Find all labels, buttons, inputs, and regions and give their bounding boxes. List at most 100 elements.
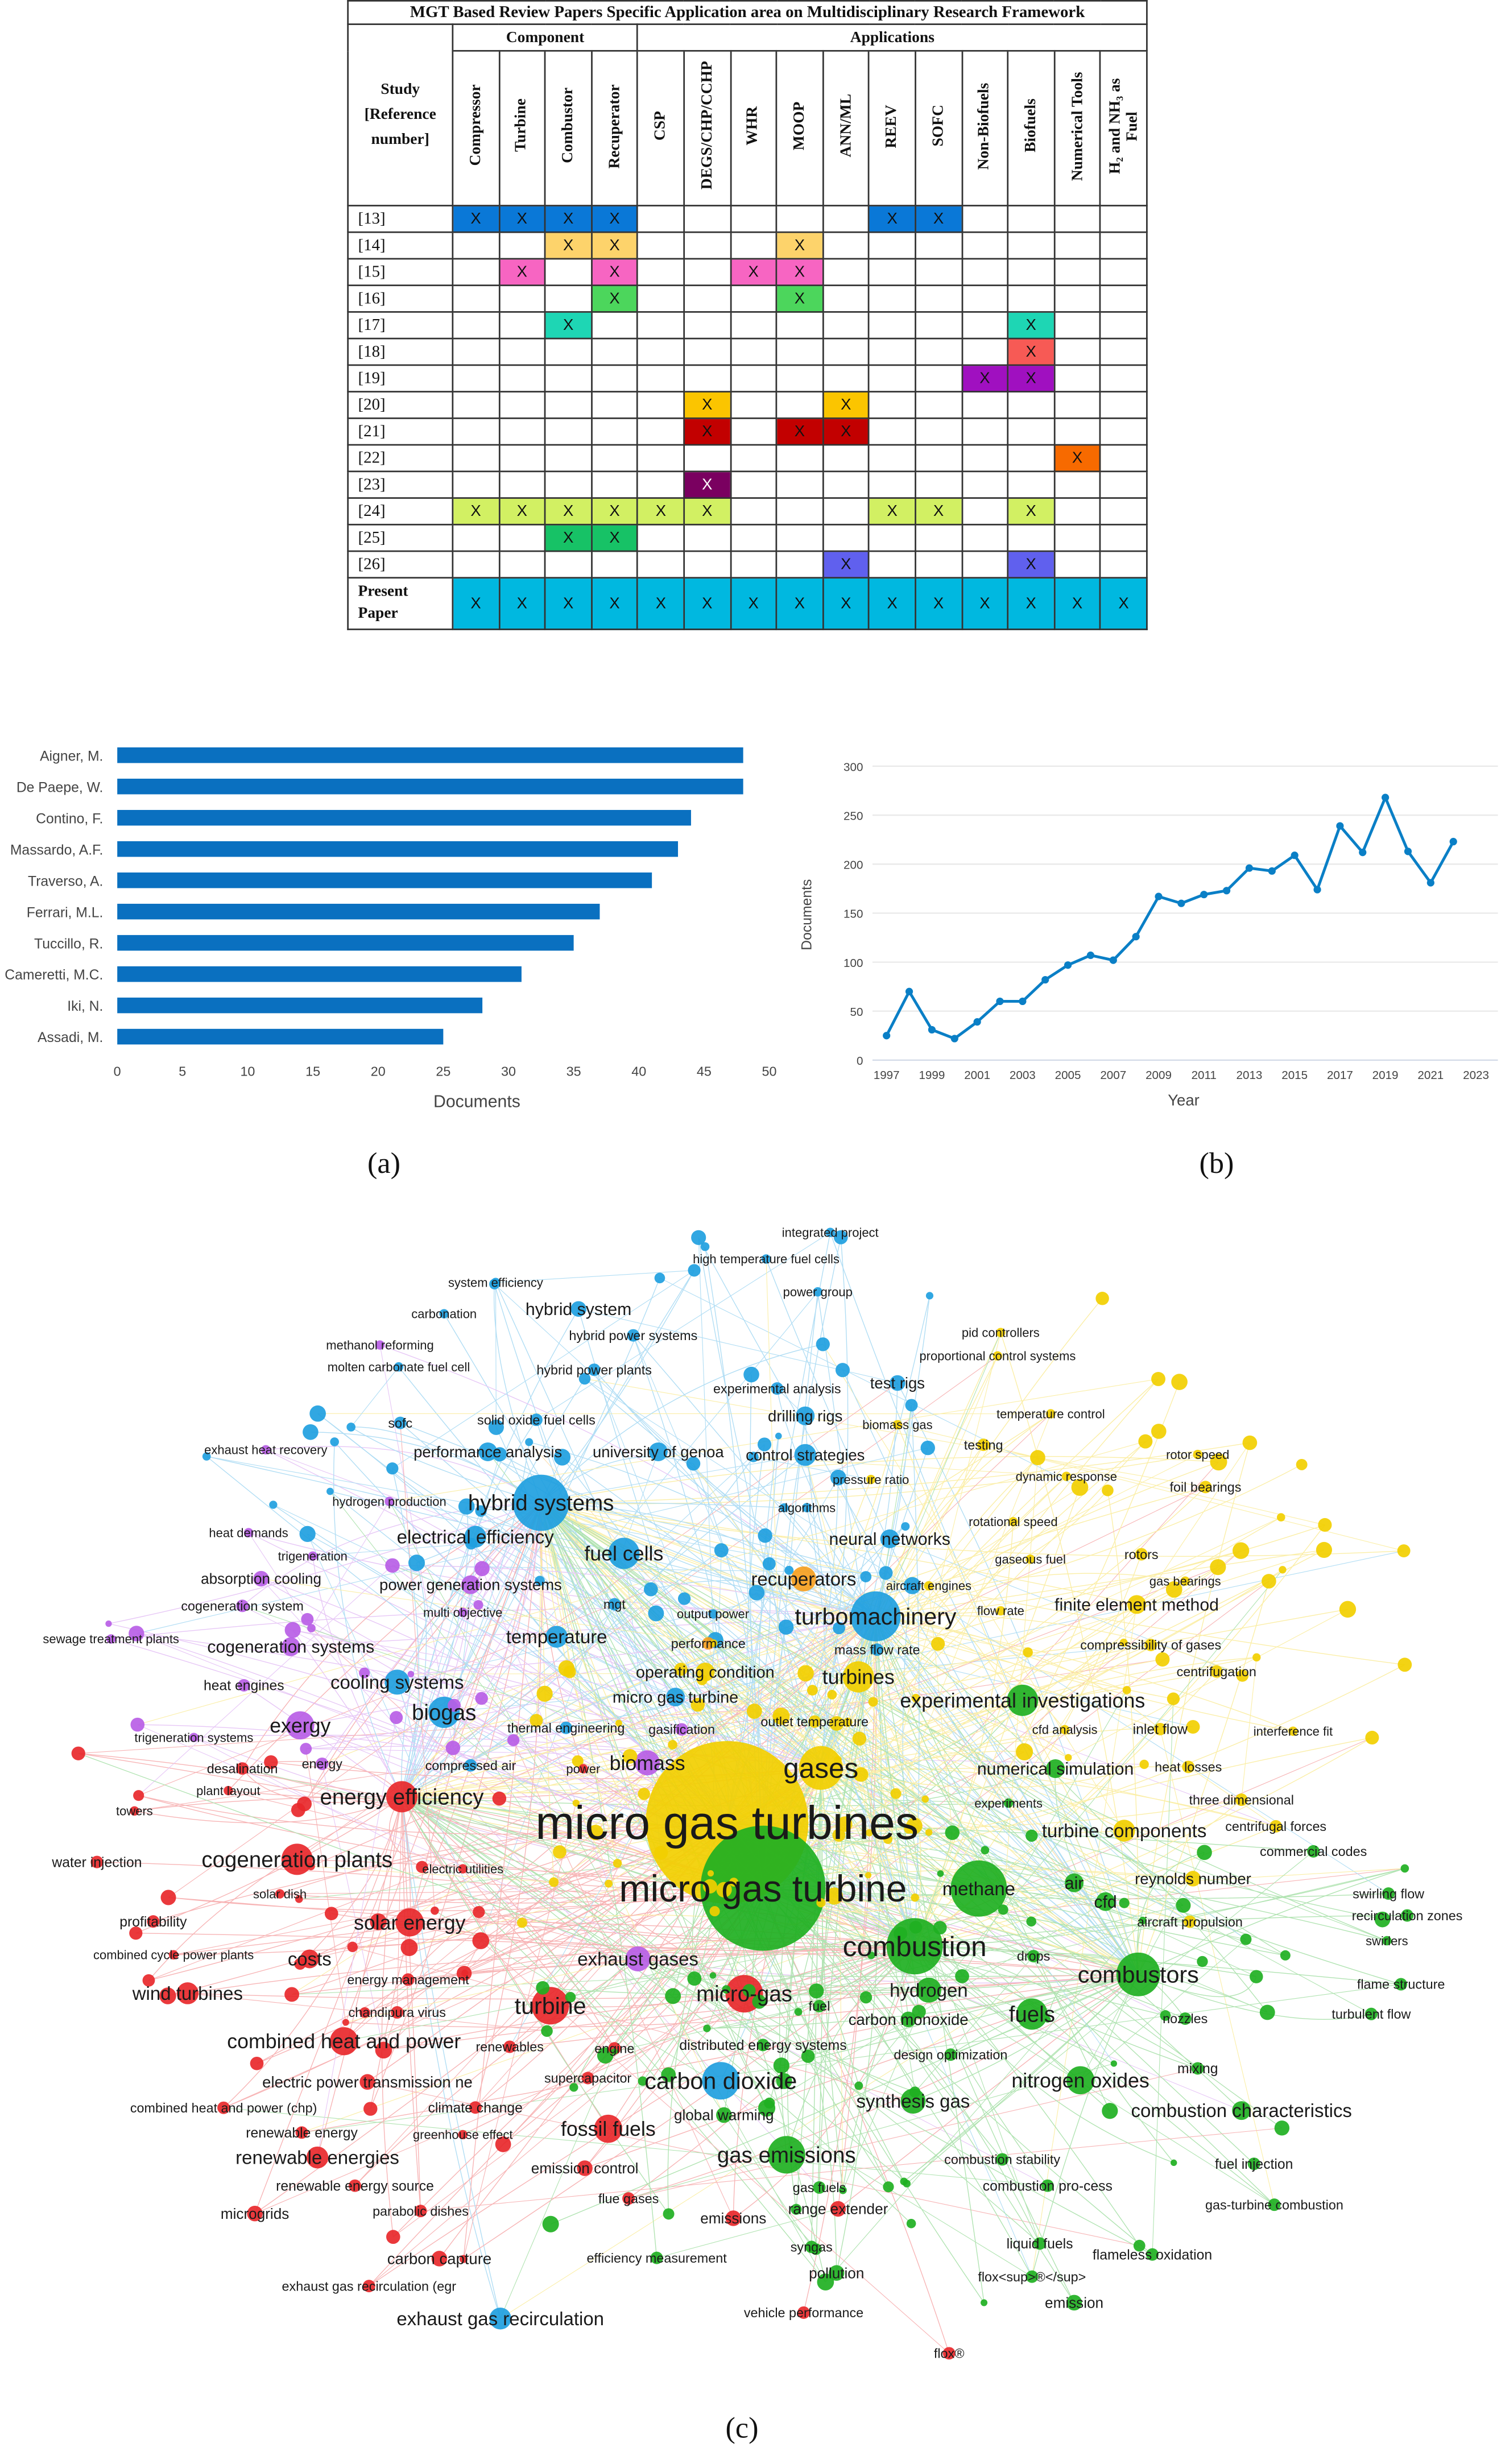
empty-cell — [453, 232, 499, 259]
empty-cell — [1101, 498, 1147, 525]
marked-cell: X — [915, 498, 961, 525]
data-point — [1200, 891, 1208, 898]
keyword-label: commercial codes — [1260, 1844, 1367, 1859]
keyword-label: mgt — [603, 1597, 626, 1612]
network-node — [836, 1363, 850, 1377]
y-tick-label: 300 — [843, 760, 863, 774]
network-node — [911, 1894, 919, 1902]
empty-cell — [592, 472, 638, 498]
keyword-label: exhaust gases — [577, 1948, 698, 1969]
keyword-label: mass flow rate — [834, 1642, 920, 1657]
network-node — [703, 2025, 710, 2032]
empty-cell — [915, 472, 961, 498]
empty-cell — [1054, 232, 1100, 259]
empty-cell — [638, 365, 684, 392]
empty-cell — [730, 445, 776, 472]
network-node — [563, 1665, 576, 1678]
keyword-label: carbon monoxide — [849, 2011, 969, 2028]
marked-cell: X — [638, 578, 684, 630]
bar — [117, 779, 743, 794]
empty-cell — [499, 338, 545, 365]
network-node — [303, 1424, 319, 1440]
empty-cell — [869, 472, 915, 498]
empty-cell — [915, 312, 961, 338]
empty-cell — [1008, 472, 1054, 498]
keyword-label: gas fuels — [793, 2180, 846, 2195]
network-node — [1139, 1760, 1148, 1769]
marked-cell: X — [915, 578, 961, 630]
keyword-label: cfd analysis — [1032, 1723, 1098, 1737]
x-tick-label: 2019 — [1372, 1069, 1399, 1082]
data-point — [1404, 847, 1412, 855]
keyword-label: drops — [1017, 1949, 1050, 1963]
network-node — [473, 1906, 485, 1918]
empty-cell — [1054, 551, 1100, 578]
x-tick-label: 50 — [762, 1064, 777, 1078]
network-node — [346, 1423, 355, 1432]
marked-cell: X — [592, 498, 638, 525]
empty-cell — [1008, 524, 1054, 551]
x-tick-label: 0 — [114, 1064, 121, 1078]
network-node — [250, 2057, 264, 2070]
x-tick-label: 45 — [697, 1064, 712, 1078]
empty-cell — [869, 312, 915, 338]
column-header-label: Combustor — [560, 88, 577, 164]
data-point — [1087, 952, 1094, 959]
keyword-label: combustion characteristics — [1131, 2100, 1351, 2121]
empty-cell — [684, 365, 730, 392]
marked-cell: X — [1008, 578, 1054, 630]
x-tick-label: 25 — [436, 1064, 450, 1078]
empty-cell — [592, 338, 638, 365]
y-axis-title: Documents — [800, 879, 815, 950]
column-header: Numerical Tools — [1054, 51, 1100, 205]
keyword-label: mixing — [1177, 2061, 1218, 2077]
data-point — [883, 1032, 890, 1039]
network-node — [517, 1917, 527, 1928]
marked-cell: X — [684, 392, 730, 419]
network-node — [1119, 1898, 1129, 1908]
keyword-label: emission control — [531, 2160, 639, 2177]
empty-cell — [869, 418, 915, 445]
network-node — [1197, 1845, 1212, 1861]
data-point — [1427, 879, 1434, 886]
keyword-label: compressed air — [425, 1758, 516, 1773]
keyword-label: high temperature fuel cells — [693, 1252, 840, 1266]
data-point — [1019, 998, 1026, 1005]
data-point — [974, 1018, 981, 1026]
empty-cell — [730, 338, 776, 365]
bar-category-label: Assadi, M. — [38, 1030, 103, 1045]
empty-cell — [1101, 472, 1147, 498]
keyword-label: heat losses — [1155, 1760, 1222, 1775]
keyword-label: pressure ratio — [833, 1473, 909, 1487]
bar — [117, 935, 573, 950]
keyword-label: renewable energies — [235, 2147, 399, 2168]
empty-cell — [499, 286, 545, 312]
keyword-label: multi objective — [423, 1605, 502, 1619]
network-node — [541, 2025, 553, 2037]
column-header-label: WHR — [745, 106, 762, 146]
empty-cell — [453, 259, 499, 286]
empty-cell — [962, 286, 1008, 312]
network-node — [1023, 1647, 1032, 1657]
keyword-label: rotational speed — [969, 1515, 1057, 1529]
x-tick-label: 20 — [371, 1064, 386, 1078]
caption-c: (c) — [726, 2413, 759, 2447]
keyword-label: combustion stability — [944, 2152, 1060, 2167]
column-header: H₂ and NH₃ as Fuel — [1101, 51, 1147, 205]
keyword-label: carbon dioxide — [644, 2068, 797, 2094]
empty-cell — [684, 232, 730, 259]
empty-cell — [545, 445, 592, 472]
keyword-label: turbines — [822, 1666, 895, 1689]
empty-cell — [915, 365, 961, 392]
network-edge — [495, 1283, 496, 1428]
keyword-label: distributed energy systems — [679, 2038, 846, 2053]
empty-cell — [1054, 205, 1100, 232]
keyword-label: heat demands — [209, 1525, 288, 1540]
empty-cell — [730, 232, 776, 259]
marked-cell: X — [962, 578, 1008, 630]
network-node — [900, 2178, 908, 2185]
